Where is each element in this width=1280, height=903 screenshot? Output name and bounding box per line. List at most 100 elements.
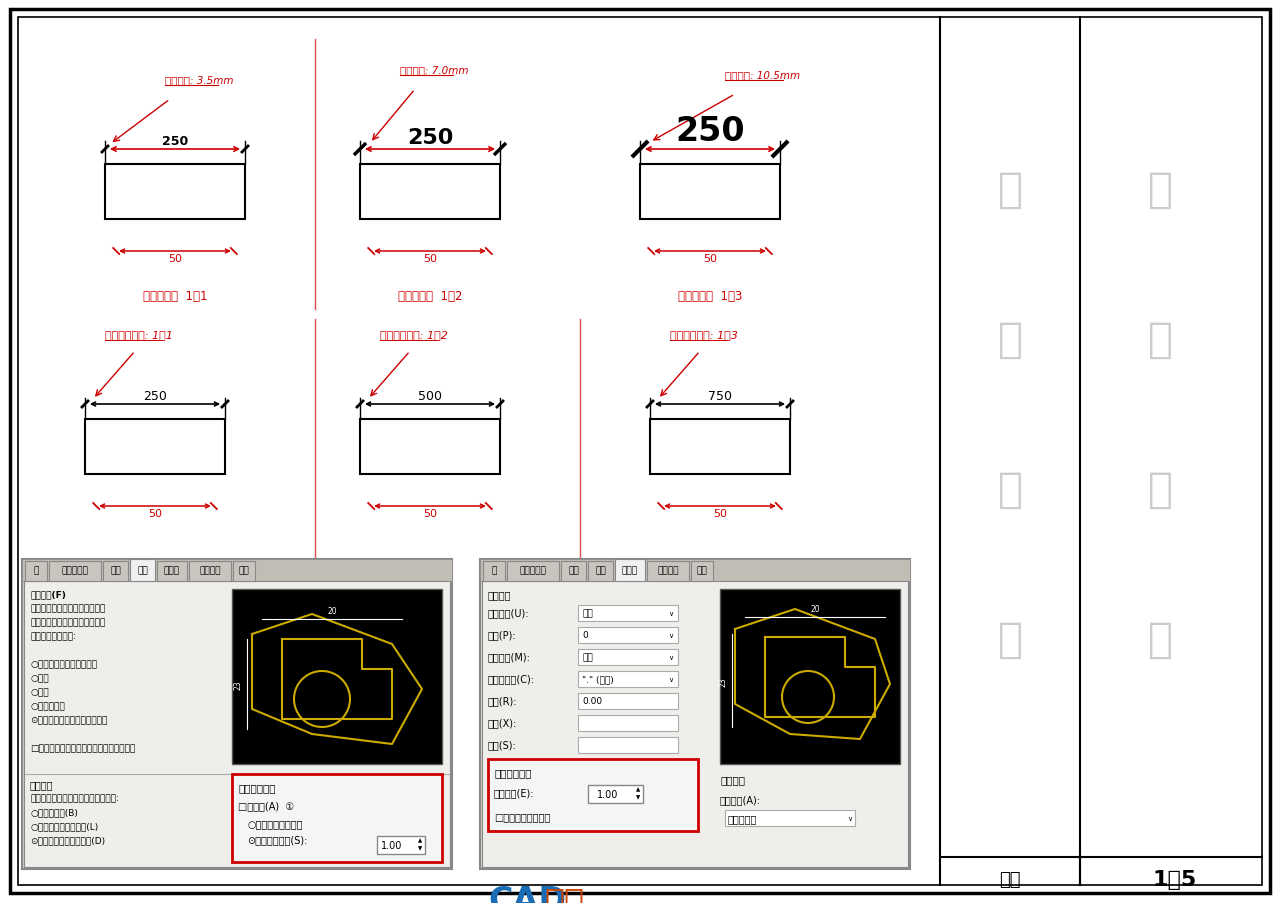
Text: 标注为比例  1：2: 标注为比例 1：2: [398, 290, 462, 303]
Text: 50: 50: [148, 508, 163, 518]
Bar: [157, 562, 187, 582]
Bar: [488, 759, 698, 831]
Bar: [189, 562, 230, 582]
Text: 1：5: 1：5: [1153, 869, 1197, 889]
Bar: [588, 562, 613, 582]
Text: 换算单位: 换算单位: [200, 566, 220, 575]
Bar: [232, 774, 442, 862]
Bar: [579, 715, 678, 731]
Text: ⊙使用全局比例(S):: ⊙使用全局比例(S):: [247, 834, 307, 844]
Text: 形: 形: [997, 319, 1023, 360]
Bar: [360, 420, 500, 474]
Text: 水平: 水平: [582, 653, 593, 662]
Text: 标注为比例  1：3: 标注为比例 1：3: [678, 290, 742, 303]
Bar: [49, 562, 101, 582]
Text: 文字位置: 文字位置: [29, 779, 54, 789]
Text: 域: 域: [1147, 619, 1172, 660]
Bar: [579, 694, 678, 709]
Bar: [483, 562, 506, 582]
Text: 主单位: 主单位: [622, 566, 637, 575]
Bar: [614, 559, 645, 582]
Text: ⊙尺寸线上方，不带引线(D): ⊙尺寸线上方，不带引线(D): [29, 835, 105, 844]
Bar: [579, 671, 678, 687]
Text: ⊙文字始终保持在尺寸界线之间: ⊙文字始终保持在尺寸界线之间: [29, 715, 108, 724]
Text: □注释性(A)  ①: □注释性(A) ①: [238, 800, 294, 810]
Text: 字体高度: 3.5mm: 字体高度: 3.5mm: [165, 75, 233, 85]
Text: 标注为比例  1：1: 标注为比例 1：1: [143, 290, 207, 303]
Text: 公差: 公差: [696, 566, 708, 575]
Text: 主单位: 主单位: [164, 566, 180, 575]
Text: 50: 50: [168, 254, 182, 264]
Text: ○尺寸线旁边(B): ○尺寸线旁边(B): [29, 807, 78, 816]
Text: 文字: 文字: [568, 566, 579, 575]
Bar: [26, 562, 47, 582]
Text: 1.00: 1.00: [598, 789, 618, 799]
Text: 文字: 文字: [110, 566, 120, 575]
Text: 图: 图: [997, 169, 1023, 210]
Text: 0: 0: [582, 631, 588, 640]
Text: 250: 250: [161, 135, 188, 148]
Text: 区: 区: [1147, 469, 1172, 510]
Text: 23: 23: [718, 676, 727, 686]
Text: 线: 线: [492, 566, 497, 575]
Text: 舍入(R):: 舍入(R):: [488, 695, 517, 705]
Bar: [646, 562, 689, 582]
Bar: [480, 559, 910, 582]
Text: ○文字或箭头（最佳效果）: ○文字或箭头（最佳效果）: [29, 659, 97, 668]
Bar: [561, 562, 586, 582]
Text: 0.00: 0.00: [582, 697, 602, 706]
Text: 字体高度: 7.0mm: 字体高度: 7.0mm: [401, 65, 468, 75]
Text: ∨: ∨: [668, 632, 673, 638]
Bar: [22, 559, 452, 869]
Text: "." (句点): "." (句点): [582, 675, 613, 684]
Text: ∨: ∨: [847, 815, 852, 821]
Bar: [22, 559, 452, 582]
Text: 图: 图: [1147, 169, 1172, 210]
Bar: [24, 582, 451, 867]
Text: 线性标注: 线性标注: [488, 590, 512, 600]
Bar: [721, 590, 900, 764]
Text: 50: 50: [703, 254, 717, 264]
Bar: [378, 836, 425, 854]
Text: 标注整体比例: 1：1: 标注整体比例: 1：1: [105, 330, 173, 340]
Text: 50: 50: [713, 508, 727, 518]
Bar: [102, 562, 128, 582]
Text: 角度标注: 角度标注: [721, 774, 745, 784]
Text: ∨: ∨: [668, 676, 673, 683]
Text: □若箭头不能放在尺寸界线内，则将其消除: □若箭头不能放在尺寸界线内，则将其消除: [29, 743, 136, 752]
Text: CAD: CAD: [488, 884, 566, 903]
Text: 精度(P):: 精度(P):: [488, 629, 517, 639]
Bar: [232, 590, 442, 764]
Text: 小数: 小数: [582, 609, 593, 618]
Bar: [233, 562, 255, 582]
Text: ▲: ▲: [417, 838, 422, 842]
Text: ▼: ▼: [417, 845, 422, 851]
Bar: [579, 649, 678, 666]
Text: 形: 形: [1147, 319, 1172, 360]
Text: 符号和箭头: 符号和箭头: [61, 566, 88, 575]
Text: 符号和箭头: 符号和箭头: [520, 566, 547, 575]
Text: ○箭头: ○箭头: [29, 674, 49, 683]
Text: ○尺寸线上方，带引线(L): ○尺寸线上方，带引线(L): [29, 821, 99, 830]
Bar: [483, 582, 908, 867]
Bar: [650, 420, 790, 474]
Text: 测量单位比例: 测量单位比例: [494, 768, 531, 777]
Text: 单位格式(U):: 单位格式(U):: [488, 608, 530, 618]
Text: 线: 线: [33, 566, 38, 575]
Bar: [105, 165, 244, 219]
Bar: [579, 628, 678, 643]
Bar: [480, 559, 910, 869]
Bar: [507, 562, 559, 582]
Text: 前缀(X):: 前缀(X):: [488, 717, 517, 727]
Text: 后缀(S):: 后缀(S):: [488, 740, 517, 749]
Text: 分数格式(M):: 分数格式(M):: [488, 651, 531, 661]
Text: 域: 域: [997, 619, 1023, 660]
Text: 比例: 比例: [1000, 870, 1020, 888]
Bar: [131, 559, 155, 582]
Text: 750: 750: [708, 389, 732, 403]
Text: ▼: ▼: [636, 795, 640, 800]
Bar: [640, 165, 780, 219]
Text: 从尺寸界线中移出:: 从尺寸界线中移出:: [29, 631, 76, 640]
Text: 比例因子(E):: 比例因子(E):: [494, 787, 535, 797]
Bar: [84, 420, 225, 474]
